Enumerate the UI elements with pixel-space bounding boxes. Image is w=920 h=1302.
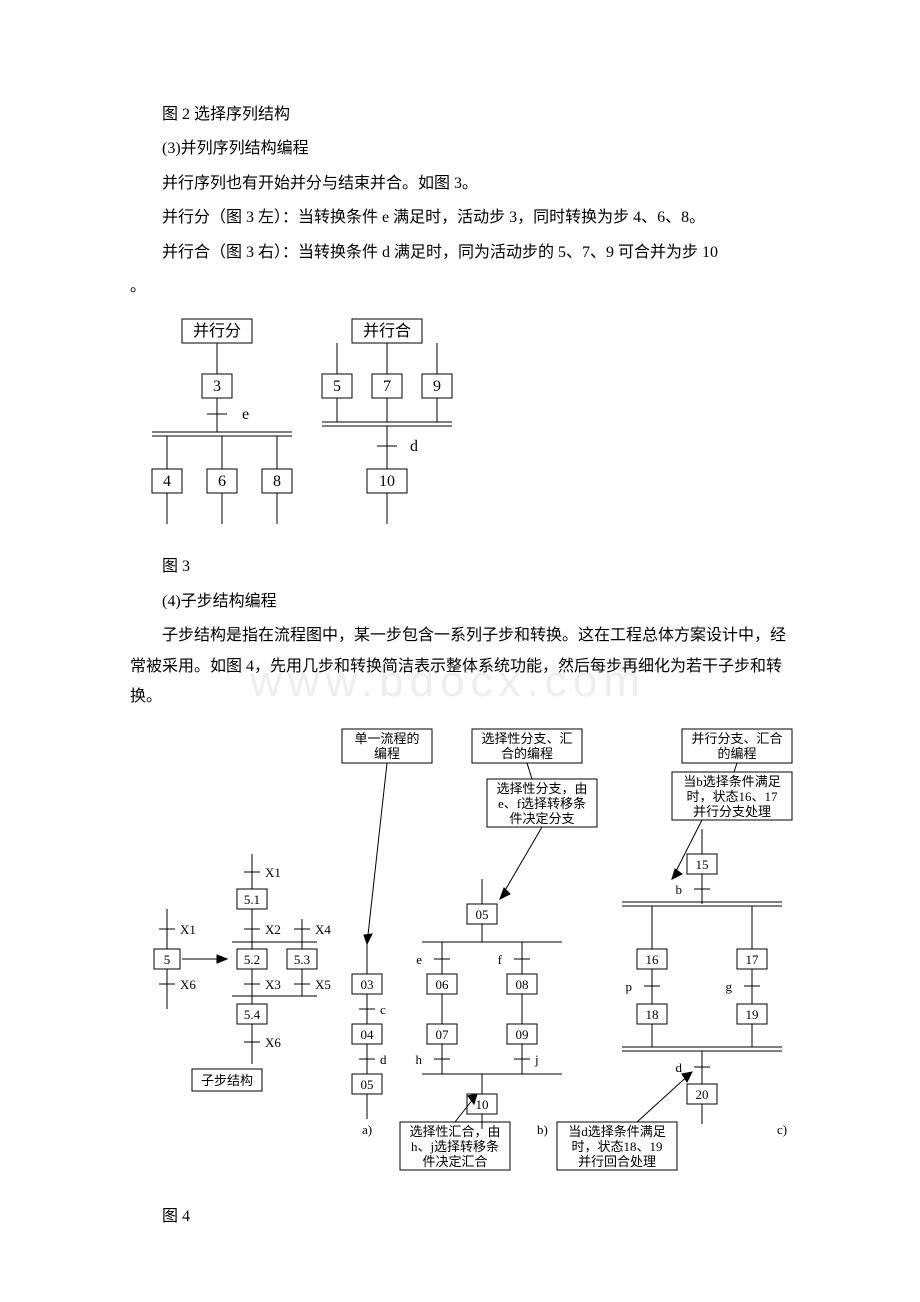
fig4-b10: 10 (476, 1097, 489, 1112)
fig3-right-title: 并行合 (363, 322, 411, 340)
para-3b: 并行分（图 3 左）：当转换条件 e 满足时，活动步 3，同时转换为步 4、6、… (130, 203, 790, 233)
fig4-note-par-c: 并行分支处理 (693, 804, 771, 819)
fig4-hdr3b: 的编程 (717, 746, 756, 761)
fig4-hdr2a: 选择性分支、汇 (481, 731, 572, 746)
fig4-bj: j (534, 1052, 539, 1067)
para-3a: 并行序列也有开始并分与结束并合。如图 3。 (130, 169, 790, 199)
fig4-mx5: X5 (315, 977, 331, 992)
fig4-hdr1a: 单一流程的 (354, 731, 419, 746)
fig3-box-8: 8 (273, 473, 281, 490)
fig4-bh: h (416, 1052, 423, 1067)
fig4-ac: c (380, 1002, 386, 1017)
fig4-note-bsel-c: 件决定汇合 (422, 1154, 487, 1169)
fig4-note-bpar-a: 当d选择条件满足 (568, 1124, 666, 1139)
para-3c-end: 。 (130, 272, 790, 302)
fig4-c19: 19 (746, 1007, 759, 1022)
figure-4: 单一流程的 编程 选择性分支、汇 合的编程 并行分支、汇合 的编程 选择性分支，… (142, 724, 790, 1194)
fig4-mx6: X6 (265, 1035, 281, 1050)
fig3-box-4: 4 (163, 473, 171, 490)
fig4-a05: 05 (361, 1077, 374, 1092)
fig4-cp: p (626, 979, 633, 994)
fig4-be: e (416, 952, 422, 967)
fig4-b08: 08 (516, 977, 529, 992)
fig4-note-sel-c: 件决定分支 (509, 811, 574, 826)
fig4-note-par-b: 时，状态16、17 (686, 789, 778, 804)
fig4-hdr3a: 并行分支、汇合 (691, 731, 782, 746)
fig3-box-6: 6 (218, 473, 226, 490)
fig4-b09: 09 (516, 1027, 529, 1042)
heading-4: (4)子步结构编程 (130, 587, 790, 617)
fig4-sub-label: 子步结构 (201, 1073, 253, 1088)
fig4-c15: 15 (696, 857, 709, 872)
fig4-lbl-b: b) (537, 1122, 548, 1137)
fig4-note-bpar-c: 并行回合处理 (578, 1154, 656, 1169)
fig4-caption: 图 4 (130, 1202, 790, 1232)
fig4-note-bsel-a: 选择性汇合，由 (409, 1124, 500, 1139)
fig2-caption: 图 2 选择序列结构 (130, 100, 790, 130)
fig4-note-sel-b: e、f选择转移条 (498, 796, 586, 811)
fig3-box-7: 7 (383, 378, 391, 395)
fig4-mx4: X4 (315, 922, 331, 937)
figure-3: 并行分 并行合 3 e (142, 314, 790, 544)
heading-3: (3)并列序列结构编程 (130, 134, 790, 164)
fig4-m51: 5.1 (244, 892, 260, 907)
fig3-cond-d: d (410, 438, 418, 455)
para-4: 子步结构是指在流程图中，某一步包含一系列子步和转换。这在工程总体方案设计中，经常… (130, 621, 790, 712)
fig4-c16: 16 (646, 952, 660, 967)
fig4-c17: 17 (746, 952, 760, 967)
fig3-box-10: 10 (379, 473, 395, 490)
fig4-bf: f (498, 952, 503, 967)
para-3c: 并行合（图 3 右）：当转换条件 d 满足时，同为活动步的 5、7、9 可合并为… (130, 238, 790, 268)
fig4-c18: 18 (646, 1007, 659, 1022)
fig4-hdr1b: 编程 (374, 746, 400, 761)
fig4-cg: g (726, 979, 733, 994)
fig4-c20: 20 (696, 1087, 709, 1102)
fig4-b05: 05 (476, 907, 489, 922)
fig4-left-5: 5 (164, 952, 171, 967)
fig4-m53: 5.3 (294, 952, 310, 967)
fig3-box-9: 9 (433, 378, 441, 395)
fig4-mx2: X2 (265, 922, 281, 937)
fig4-cb: b (676, 882, 683, 897)
fig4-mx1: X1 (265, 865, 281, 880)
fig3-box-5: 5 (333, 378, 341, 395)
fig4-cd: d (676, 1060, 683, 1075)
fig4-note-bsel-b: h、j选择转移条 (411, 1139, 499, 1154)
fig4-m54: 5.4 (244, 1007, 261, 1022)
fig4-left-x6: X6 (180, 977, 196, 992)
fig3-box-3: 3 (213, 378, 221, 395)
fig4-note-bpar-b: 时，状态18、19 (571, 1139, 662, 1154)
fig4-a03: 03 (361, 977, 374, 992)
fig3-caption: 图 3 (130, 552, 790, 582)
fig4-a04: 04 (361, 1027, 375, 1042)
fig4-b07: 07 (436, 1027, 450, 1042)
fig4-note-sel-a: 选择性分支，由 (496, 781, 587, 796)
fig3-cond-e: e (242, 406, 249, 423)
fig4-lbl-a: a) (362, 1122, 372, 1137)
fig3-left-title: 并行分 (193, 322, 241, 340)
fig4-m52: 5.2 (244, 952, 260, 967)
fig4-note-par-a: 当b选择条件满足 (683, 774, 781, 789)
fig4-b06: 06 (436, 977, 450, 992)
fig4-mx3: X3 (265, 977, 281, 992)
fig4-left-x1: X1 (180, 922, 196, 937)
fig4-ad: d (380, 1052, 387, 1067)
fig4-hdr2b: 合的编程 (501, 746, 553, 761)
fig4-lbl-c: c) (777, 1122, 787, 1137)
